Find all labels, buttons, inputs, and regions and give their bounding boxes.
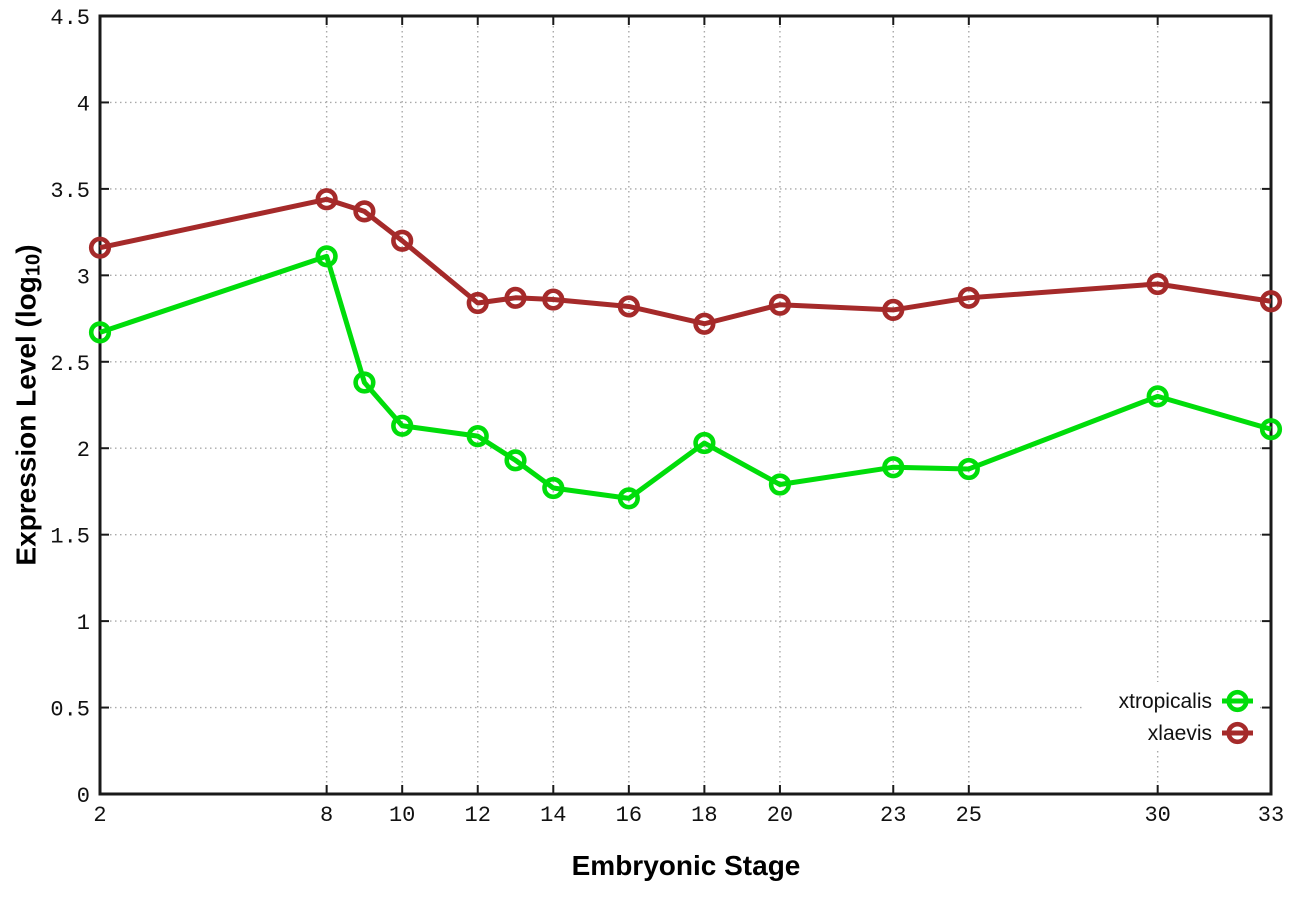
y-tick-label: 1	[77, 611, 90, 636]
legend-marker-icon	[1226, 689, 1249, 713]
data-point-marker-xtropicalis	[882, 456, 905, 479]
y-tick-label: 3	[77, 265, 90, 290]
legend-label-xlaevis: xlaevis	[1148, 722, 1212, 745]
x-tick-label: 25	[956, 803, 982, 828]
x-axis-label: Embryonic Stage	[571, 850, 801, 881]
data-point-marker-xtropicalis	[315, 245, 338, 268]
x-tick-label: 23	[880, 803, 906, 828]
data-point-marker-xtropicalis	[693, 431, 716, 455]
legend-marker-icon	[1226, 721, 1249, 745]
data-point-marker-xlaevis	[542, 288, 565, 311]
y-tick-label: 2	[77, 438, 90, 463]
y-tick-label: 2.5	[50, 352, 90, 377]
data-point-marker-xtropicalis	[957, 457, 980, 481]
data-point-marker-xlaevis	[617, 295, 640, 318]
y-tick-label: 3.5	[50, 179, 90, 204]
y-tick-label: 0	[77, 784, 90, 809]
data-point-marker-xtropicalis	[617, 487, 640, 510]
data-point-marker-xlaevis	[1146, 272, 1169, 296]
data-point-marker-xlaevis	[353, 200, 376, 223]
data-point-marker-xtropicalis	[353, 371, 376, 394]
x-tick-label: 12	[465, 803, 491, 828]
y-axis-label-suffix: )	[10, 244, 42, 254]
data-point-marker-xtropicalis	[768, 473, 792, 496]
series-line-xtropicalis	[99, 253, 1272, 501]
data-point-marker-xtropicalis	[542, 476, 565, 500]
data-point-marker-xtropicalis	[391, 414, 414, 437]
y-axis-label-text: Expression Level (log	[10, 276, 42, 566]
x-tick-label: 8	[320, 803, 333, 828]
data-point-marker-xlaevis	[768, 293, 792, 316]
y-tick-label: 1.5	[50, 525, 90, 550]
data-point-marker-xlaevis	[391, 229, 414, 252]
data-point-marker-xlaevis	[466, 291, 489, 315]
x-tick-label: 33	[1258, 803, 1284, 828]
plot-border	[98, 14, 1273, 796]
x-tick-label: 14	[540, 803, 566, 828]
data-point-marker-xtropicalis	[1259, 418, 1283, 441]
x-tick-label: 16	[616, 803, 642, 828]
x-tick-label: 30	[1144, 803, 1170, 828]
data-point-marker-xtropicalis	[504, 449, 527, 472]
x-tick-label: 20	[767, 803, 793, 828]
data-point-marker-xlaevis	[957, 286, 980, 309]
data-point-marker-xlaevis	[693, 312, 716, 335]
x-tick-label: 18	[691, 803, 717, 828]
data-point-marker-xtropicalis	[466, 425, 489, 448]
data-point-marker-xtropicalis	[1146, 385, 1169, 408]
x-tick-label: 2	[93, 803, 106, 828]
y-tick-label: 4.5	[50, 6, 90, 31]
x-tick-label: 10	[389, 803, 415, 828]
series-line-xlaevis	[99, 196, 1272, 327]
legend: xtropicalis xlaevis	[1082, 682, 1260, 750]
y-axis-label-subscript: 10	[22, 253, 45, 277]
y-tick-label: 4	[77, 92, 90, 117]
data-point-marker-xlaevis	[315, 188, 338, 211]
y-axis-label: Expression Level (log10)	[10, 244, 45, 565]
data-point-marker-xlaevis	[504, 286, 527, 309]
legend-label-xtropicalis: xtropicalis	[1119, 690, 1212, 713]
y-tick-label: 0.5	[50, 698, 90, 723]
data-point-marker-xlaevis	[882, 298, 905, 322]
data-point-marker-xlaevis	[1259, 290, 1283, 313]
data-point-marker-xtropicalis	[88, 321, 112, 344]
data-point-marker-xlaevis	[88, 236, 112, 259]
